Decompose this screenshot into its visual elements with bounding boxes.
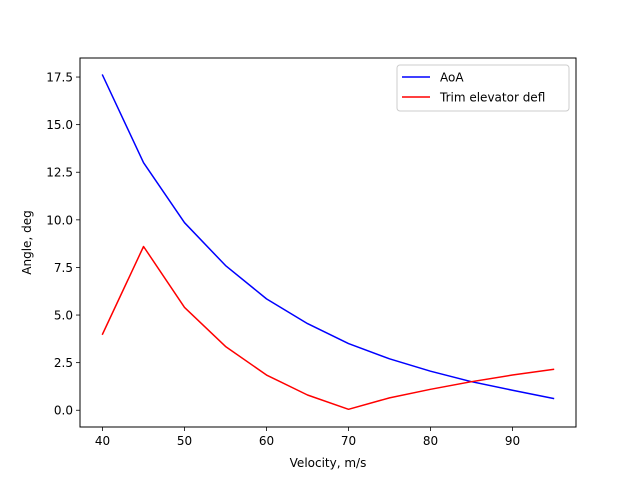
x-tick-label: 60: [259, 434, 274, 448]
legend-label-1: Trim elevator defl: [439, 91, 545, 105]
y-tick-label: 5.0: [54, 309, 73, 323]
legend-box: [396, 64, 570, 112]
series-line-0: [101, 74, 555, 400]
x-tick-label: 80: [423, 434, 438, 448]
series-line-1: [101, 245, 555, 411]
y-tick-label: 2.5: [54, 356, 73, 370]
x-tick-label: 90: [505, 434, 520, 448]
x-tick-label: 70: [341, 434, 356, 448]
y-axis: 0.0 2.5 5.0 7.5 10.0 12.5 15.0 17.5: [46, 71, 80, 418]
plot-area-frame: [79, 57, 577, 428]
x-axis: 40 50 60 70 80 90: [95, 427, 520, 448]
legend: AoA Trim elevator defl: [396, 64, 570, 112]
x-tick-label: 40: [95, 434, 110, 448]
x-tick-label: 50: [177, 434, 192, 448]
y-tick-label: 17.5: [46, 71, 73, 85]
y-axis-label: Angle, deg: [20, 210, 34, 274]
x-axis-label: Velocity, m/s: [290, 456, 367, 470]
y-tick-label: 12.5: [46, 166, 73, 180]
y-tick-label: 15.0: [46, 118, 73, 132]
legend-label-0: AoA: [440, 71, 464, 85]
y-tick-label: 10.0: [46, 213, 73, 227]
y-tick-label: 0.0: [54, 404, 73, 418]
series-layer: [101, 74, 555, 411]
y-tick-label: 7.5: [54, 261, 73, 275]
